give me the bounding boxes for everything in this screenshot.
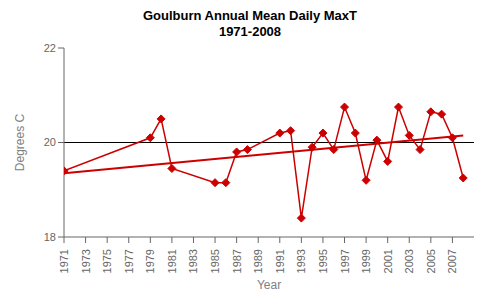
svg-text:2005: 2005 [425, 249, 437, 273]
svg-text:1981: 1981 [166, 249, 178, 273]
svg-text:1999: 1999 [360, 249, 372, 273]
svg-text:1997: 1997 [339, 249, 351, 273]
svg-text:1993: 1993 [295, 249, 307, 273]
svg-text:1979: 1979 [144, 249, 156, 273]
svg-text:Year: Year [257, 278, 281, 289]
svg-text:1995: 1995 [317, 249, 329, 273]
svg-text:1987: 1987 [231, 249, 243, 273]
svg-text:1983: 1983 [187, 249, 199, 273]
svg-text:2001: 2001 [382, 249, 394, 273]
svg-text:2007: 2007 [446, 249, 458, 273]
svg-text:2003: 2003 [403, 249, 415, 273]
svg-text:18: 18 [44, 231, 56, 243]
svg-text:1975: 1975 [101, 249, 113, 273]
svg-text:22: 22 [44, 42, 56, 54]
svg-text:1977: 1977 [123, 249, 135, 273]
svg-text:1971: 1971 [58, 249, 70, 273]
svg-text:1973: 1973 [80, 249, 92, 273]
svg-text:20: 20 [44, 136, 56, 148]
svg-text:1985: 1985 [209, 249, 221, 273]
svg-text:1989: 1989 [252, 249, 264, 273]
html-text:Goulburn Annual Mean Daily Max: Goulburn Annual Mean Daily MaxT 1971-200… [143, 8, 357, 39]
svg-text:1991: 1991 [274, 249, 286, 273]
svg-text:Degrees C: Degrees C [13, 113, 27, 171]
